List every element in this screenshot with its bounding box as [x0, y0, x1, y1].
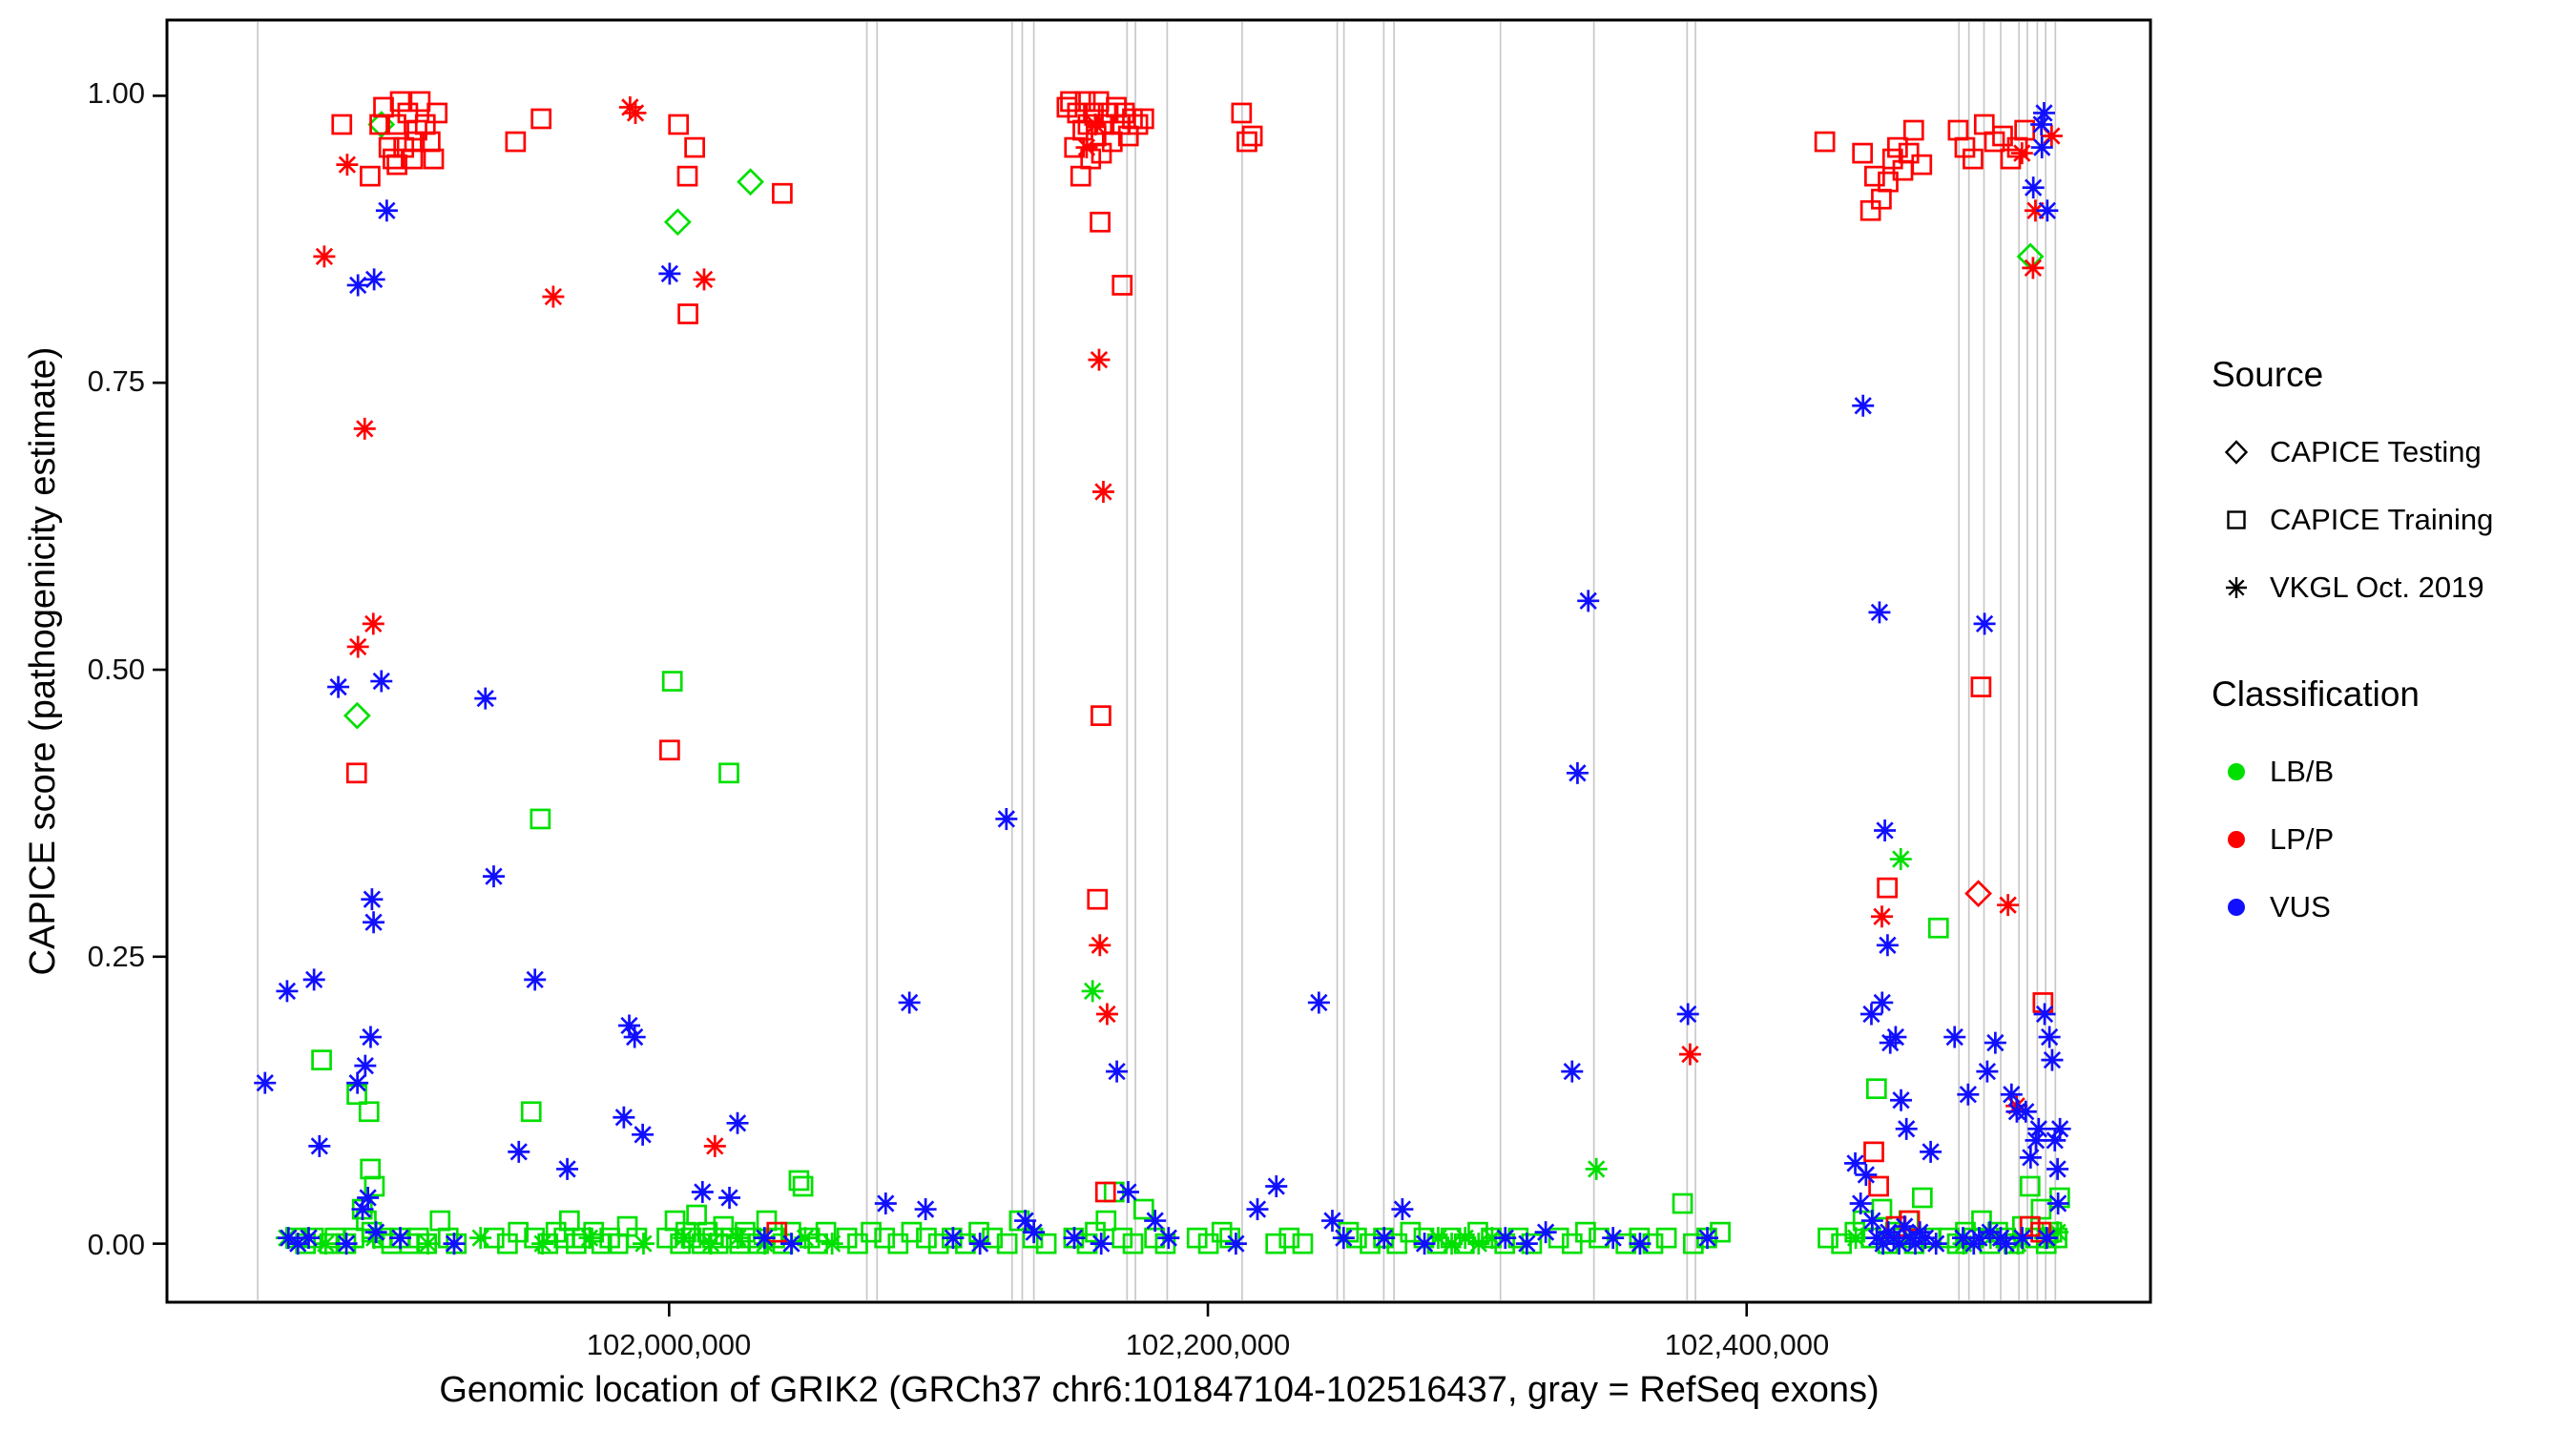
legend-item-capice-testing: CAPICE Testing	[2217, 418, 2565, 486]
square-marker-icon	[2227, 509, 2246, 529]
y-tick-label: 0.50	[87, 653, 145, 686]
legend-item-label: CAPICE Training	[2270, 502, 2494, 536]
x-tick-label: 102,400,000	[1664, 1328, 1830, 1361]
legend-item-label: VUS	[2270, 889, 2331, 923]
legend-spacer	[2212, 621, 2565, 674]
y-tick-label: 0.75	[87, 364, 145, 398]
x-tick-label: 102,000,000	[586, 1328, 752, 1361]
axis-tick-marks	[153, 94, 1749, 1317]
green-dot-icon	[2228, 762, 2245, 780]
legend-item-vus: VUS	[2217, 873, 2565, 941]
legend-source-title: Source	[2212, 355, 2324, 394]
legend-classification-items: LB/B LP/P VUS	[2217, 737, 2565, 941]
asterisk-marker-icon	[2226, 576, 2247, 598]
legend-item-label: VKGL Oct. 2019	[2270, 570, 2484, 604]
legend-item-capice-training: CAPICE Training	[2217, 486, 2565, 553]
legend: Source CAPICE Testing CAPICE Training VK…	[2212, 355, 2565, 941]
x-tick-label: 102,200,000	[1125, 1328, 1291, 1361]
plot-panel	[167, 20, 2150, 1302]
y-tick-label: 0.25	[87, 940, 145, 973]
legend-source-items: CAPICE Testing CAPICE Training VKGL Oct.…	[2217, 418, 2565, 621]
y-axis-title: CAPICE score (pathogenicity estimate)	[23, 346, 63, 976]
legend-item-label: CAPICE Testing	[2270, 434, 2482, 468]
panel-border	[165, 18, 2152, 1304]
diamond-marker-icon	[2224, 439, 2249, 465]
x-axis-title: Genomic location of GRIK2 (GRCh37 chr6:1…	[439, 1370, 1880, 1410]
legend-item-label: LB/B	[2270, 754, 2335, 788]
legend-classification-title: Classification	[2212, 674, 2420, 714]
legend-item-lpp: LP/P	[2217, 805, 2565, 873]
red-dot-icon	[2228, 830, 2245, 848]
blue-dot-icon	[2228, 898, 2245, 916]
data-points-layer	[254, 91, 2071, 1255]
legend-item-label: LP/P	[2270, 821, 2335, 856]
legend-item-lbb: LB/B	[2217, 737, 2565, 805]
y-tick-label: 1.00	[87, 76, 145, 110]
y-tick-label: 0.00	[87, 1228, 145, 1261]
legend-item-vkgl: VKGL Oct. 2019	[2217, 553, 2565, 621]
